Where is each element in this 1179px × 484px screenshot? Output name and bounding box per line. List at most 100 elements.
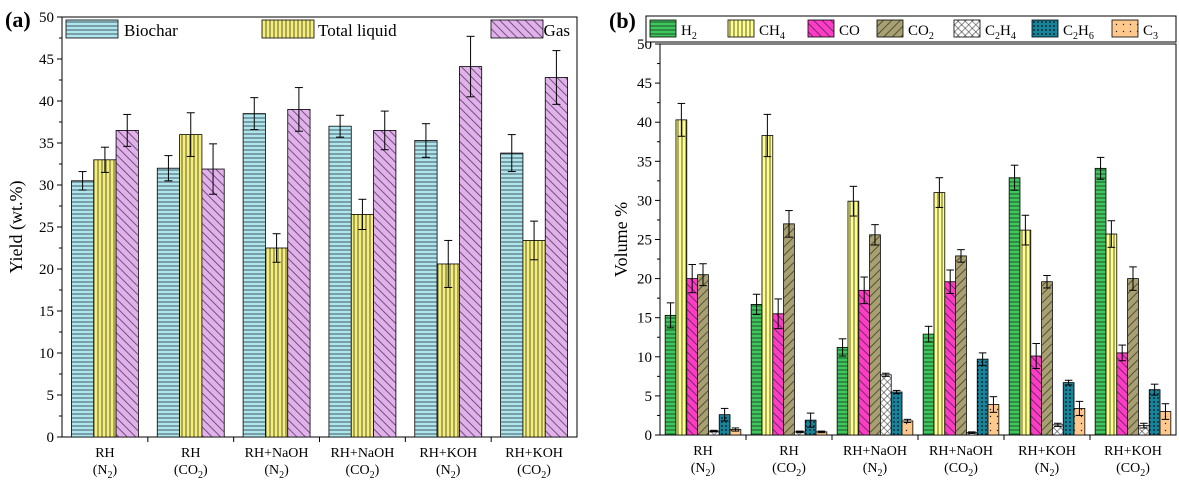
panel_b-legend-label: CH4 [759, 23, 785, 42]
panel_b-bar-hatch [697, 274, 709, 435]
panel_b-legend-label: CO [839, 23, 860, 39]
panel_b-bar-hatch [923, 334, 934, 435]
panel_b-x-label-sub: 2 [796, 468, 801, 479]
panel_b-x-label-main: (N [863, 461, 878, 476]
panel_b-y-tick-label: 20 [637, 272, 652, 288]
panel_b-y-tick-label: 15 [637, 311, 652, 327]
panel_b-bar-hatch [1030, 356, 1042, 435]
panel_b-bar-group [1052, 422, 1064, 436]
panel_b-y-tick-label: 30 [637, 193, 652, 209]
panel_b-bar-hatch [1160, 411, 1171, 435]
panel_b-legend-swatch-hatch [1112, 20, 1138, 37]
panel_a-x-tick-label-line2: (N2) [436, 463, 461, 479]
panel_b-bar-hatch [686, 278, 698, 435]
panel_b-bar-group [955, 249, 967, 436]
panel_a-x-label-main: (CO [346, 463, 370, 478]
panel_a-x-label-sub: 2 [198, 470, 203, 479]
panel_a-x-label-main: (CO [517, 463, 541, 478]
panel_b-legend-tail: H [1000, 23, 1011, 39]
panel_b-bar-hatch [816, 431, 827, 435]
panel_b-x-tick-label-line2: (N2) [1035, 461, 1060, 479]
panel_b-x-label-sub: 2 [878, 468, 883, 479]
panel_b-legend-sub: 2 [692, 31, 697, 42]
panel_a-bar-group [115, 113, 139, 438]
panel_b-x-tick-label-line2: (N2) [691, 461, 716, 479]
panel_b-bar-group [933, 177, 946, 436]
panel_a-y-tick-label: 35 [39, 136, 54, 152]
panel_a-x-label-end: ) [284, 463, 289, 478]
panel_a-bar-group [522, 220, 546, 438]
panel_b-bar-hatch [719, 414, 731, 435]
panel_a-bar-hatch [414, 140, 438, 438]
panel_b-x-label-sub: 2 [706, 468, 711, 479]
panel_b-bar-group [697, 263, 709, 436]
panel_b-bar-hatch [880, 374, 892, 435]
panel_a-y-tick-label: 45 [39, 52, 54, 68]
panel_b-bar-group [1094, 156, 1107, 436]
panel_a-bar-hatch [437, 263, 460, 437]
panel_a-x-tick-label-line2: (CO2) [346, 463, 380, 479]
panel_b-bar-group [1159, 403, 1172, 436]
panel_a-legend-swatch-hatch [262, 20, 314, 38]
panel_b-legend-tail: H [1078, 23, 1089, 39]
panel_a-legend-swatch-hatch [66, 20, 118, 38]
panel_b-y-tick-label: 35 [637, 154, 652, 170]
panel_a-x-label-main: (N [264, 463, 279, 478]
panel_b-bar-hatch [1116, 352, 1128, 435]
panel_b-bar-hatch [675, 119, 687, 435]
panel_a-x-tick-label-line1: RH+KOH [419, 446, 477, 461]
panel_b-bar-hatch [1009, 177, 1020, 436]
panel_a-x-label-sub: 2 [451, 470, 456, 479]
panel_a-x-label-end: ) [112, 463, 117, 478]
panel_b-bar-hatch [977, 359, 989, 435]
panel_a-bar-hatch [93, 159, 117, 438]
panel_b-bar-hatch [837, 347, 848, 435]
panel_b-bar-group [976, 352, 989, 436]
panel_b-x-tick-label-line2: (CO2) [944, 461, 978, 479]
panel_a-bar-hatch [179, 134, 202, 437]
panel_b-bar-hatch [783, 223, 795, 435]
panel_b-bar-group [1116, 344, 1128, 436]
panel_b-legend-main: C [1063, 23, 1073, 39]
panel_b-legend-sub: 3 [1153, 31, 1158, 42]
panel_a-y-tick-label: 0 [47, 430, 55, 446]
panel_b-x-label-end: ) [883, 461, 888, 476]
panel_a-bar-hatch [328, 126, 352, 437]
panel_b-x-label-sub: 2 [1050, 468, 1055, 479]
panel_b-bar-group [1030, 343, 1042, 436]
panel_b-legend-main: C [985, 23, 995, 39]
panel_a-x-tick-label-line1: RH [181, 446, 200, 461]
panel_a-bar-hatch [500, 153, 523, 437]
panel_b-bar-hatch [1149, 389, 1161, 435]
panel_a-y-tick-label: 50 [39, 10, 54, 26]
panel_a-bar-hatch [201, 169, 225, 438]
panel_a-x-tick-label-line2: (CO2) [517, 463, 551, 479]
panel_b-x-label-end: ) [1055, 461, 1060, 476]
panel_b-bar-hatch [1127, 278, 1139, 435]
panel_a-y-tick-label: 15 [39, 304, 54, 320]
panel_a-panel-label: (a) [5, 7, 31, 32]
panel_a-x-label-sub: 2 [541, 470, 546, 479]
panel_a-y-tick-label: 40 [39, 94, 54, 110]
panel_b-x-tick-label-line1: RH [693, 444, 712, 459]
panel_b-bar-group [815, 430, 828, 436]
panel_b-x-label-main: (N [691, 461, 706, 476]
panel_b-bar-hatch [1138, 425, 1150, 435]
panel_b-bar-group [718, 407, 731, 436]
panel_b-x-label-main: (N [1035, 461, 1050, 476]
panel_a-bar-hatch [157, 168, 180, 437]
panel_b-bar-group [922, 325, 935, 436]
panel_b-x-tick-label-line2: (N2) [863, 461, 888, 479]
panel_b-bar-hatch [944, 281, 956, 435]
panel_b-bar-group [686, 264, 698, 436]
panel_b-x-tick-label-line1: RH+NaOH [929, 444, 993, 459]
panel_a-y-tick-label: 25 [39, 220, 54, 236]
panel_b-legend-main: H [681, 23, 692, 39]
panel_a-x-label-main: (CO [174, 463, 198, 478]
panel_b-x-label-sub: 2 [1140, 468, 1145, 479]
panel_b-legend-label: C2H6 [1063, 23, 1094, 42]
panel_b-legend-swatch-hatch [954, 20, 980, 37]
panel_a-x-label-sub: 2 [370, 470, 375, 479]
panel_b-bar-group [1148, 383, 1161, 436]
